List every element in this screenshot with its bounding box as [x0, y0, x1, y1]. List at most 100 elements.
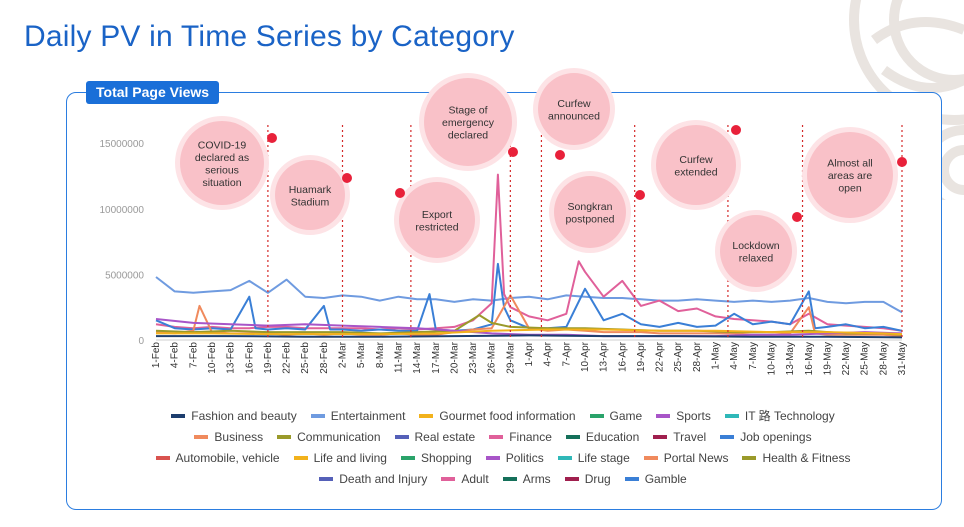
event-label: COVID-19 declared as serious situation	[195, 139, 249, 189]
event-bubble	[424, 78, 512, 166]
legend-item: Gamble	[624, 472, 687, 486]
legend-swatch	[489, 434, 504, 439]
event-label: Stage of emergency declared	[442, 105, 495, 142]
legend-swatch	[643, 455, 658, 460]
chart-legend: Fashion and beauty Entertainment Gourmet f…	[70, 405, 936, 489]
legend-item: Life stage	[557, 450, 630, 465]
x-tick-label: 25-May	[860, 342, 871, 375]
x-tick-label: 22-May	[841, 342, 852, 375]
x-tick-label: 16-May	[804, 342, 815, 375]
legend-item: Job openings	[720, 429, 812, 444]
series-line	[155, 276, 903, 314]
legend-item: Death and Injury	[319, 472, 427, 486]
x-tick-label: 7-Apr	[561, 341, 572, 366]
event-label: Export restricted	[415, 209, 458, 234]
x-tick-label: 25-Apr	[673, 341, 684, 372]
series-line	[156, 334, 903, 339]
legend-row: Business Communication Real estate Finance E…	[70, 426, 936, 447]
legend-swatch	[564, 476, 579, 481]
legend-item: Adult	[441, 471, 489, 486]
x-tick-label: 4-May	[729, 342, 740, 370]
legend-item: IT 路 Technology	[724, 407, 835, 424]
legend-swatch	[310, 413, 325, 418]
legend-swatch	[419, 413, 434, 418]
legend-label: Communication	[297, 429, 381, 444]
x-tick-label: 1-Feb	[151, 342, 162, 369]
x-tick-label: 16-Apr	[617, 341, 628, 372]
x-tick-label: 4-Apr	[543, 341, 554, 366]
legend-swatch	[394, 434, 409, 439]
legend-label: Health & Fitness	[762, 450, 851, 465]
legend-swatch	[485, 455, 500, 460]
x-tick-label: 10-Apr	[580, 341, 591, 372]
event-bubble	[399, 182, 475, 258]
legend-item: Communication	[277, 429, 381, 444]
event-bubble	[554, 176, 626, 248]
legend-label: Education	[585, 429, 640, 444]
x-tick-label: 22-Apr	[655, 341, 666, 372]
legend-item: Finance	[489, 430, 552, 444]
event-label: Curfew announced	[548, 98, 600, 123]
x-tick-label: 26-Mar	[487, 341, 498, 373]
legend-item: Game	[589, 408, 643, 423]
x-tick-label: 11-Mar	[393, 341, 404, 373]
legend-label: Entertainment	[330, 408, 406, 423]
legend-row: Death and Injury Adult Arms Drug Gamble	[70, 468, 936, 489]
legend-swatch	[194, 434, 209, 439]
x-tick-label: 22-Feb	[282, 342, 293, 374]
x-tick-label: 23-Mar	[468, 341, 479, 373]
event-bubble	[275, 160, 345, 230]
legend-swatch	[502, 476, 517, 481]
legend-label: Drug	[584, 471, 611, 486]
x-tick-label: 16-Feb	[244, 342, 255, 374]
event-dot	[635, 190, 645, 200]
legend-item: Politics	[485, 450, 544, 465]
legend-item: Sports	[656, 409, 711, 423]
legend-swatch	[155, 455, 170, 460]
x-tick-label: 10-May	[766, 342, 777, 375]
x-tick-label: 19-May	[822, 342, 833, 375]
legend-swatch	[293, 455, 308, 460]
legend-label: IT 路 Technology	[744, 409, 835, 423]
legend-swatch	[441, 476, 456, 481]
legend-label: Game	[609, 408, 643, 423]
legend-item: Entertainment	[310, 408, 406, 423]
event-label: Almost all areas are open	[827, 158, 873, 195]
legend-item: Arms	[502, 472, 551, 486]
legend-label: Life and living	[313, 450, 387, 465]
legend-label: Death and Injury	[339, 471, 428, 486]
x-tick-label: 28-Apr	[692, 341, 703, 372]
x-tick-label: 28-May	[878, 342, 889, 375]
event-bubble	[180, 121, 264, 205]
x-tick-label: 14-Mar	[412, 341, 423, 373]
event-bubble	[807, 132, 893, 218]
x-tick-label: 1-Apr	[524, 341, 535, 366]
legend-item: Portal News	[643, 451, 728, 465]
legend-label: Finance	[509, 429, 552, 444]
event-bubble	[538, 73, 610, 145]
legend-label: Life stage	[577, 450, 630, 465]
legend-label: Gourmet food information	[439, 408, 576, 423]
legend-swatch	[624, 476, 639, 481]
legend-label: Politics	[505, 450, 544, 465]
legend-item: Real estate	[394, 430, 475, 444]
legend-label: Automobile, vehicle	[175, 450, 280, 465]
legend-label: Business	[214, 429, 264, 444]
legend-swatch	[557, 455, 572, 460]
y-tick-label: 5000000	[105, 270, 144, 281]
legend-row: Automobile, vehicle Life and living Shoppi…	[70, 447, 936, 468]
legend-swatch	[171, 413, 186, 418]
legend-label: Adult	[461, 471, 489, 486]
x-tick-label: 13-Apr	[599, 341, 610, 372]
x-tick-label: 4-Feb	[170, 342, 181, 369]
event-dot	[267, 133, 277, 143]
event-dot	[731, 125, 741, 135]
legend-swatch	[653, 434, 668, 439]
series-line	[156, 328, 903, 336]
event-dot	[897, 157, 907, 167]
y-tick-label: 10000000	[100, 205, 145, 216]
legend-item: Fashion and beauty	[171, 409, 297, 423]
x-tick-label: 13-Feb	[226, 342, 237, 374]
legend-label: Job openings	[740, 429, 812, 444]
